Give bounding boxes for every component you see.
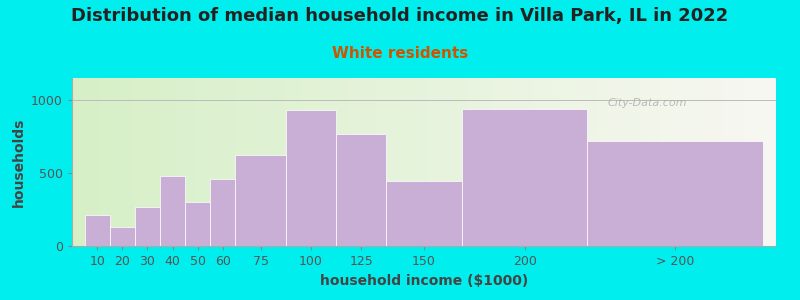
Bar	[336, 134, 386, 246]
Y-axis label: households: households	[11, 117, 26, 207]
Text: Distribution of median household income in Villa Park, IL in 2022: Distribution of median household income …	[71, 8, 729, 26]
Text: White residents: White residents	[332, 46, 468, 62]
Bar	[286, 110, 336, 246]
Bar	[235, 155, 286, 246]
Bar	[110, 227, 135, 246]
Bar	[160, 176, 185, 246]
Bar	[210, 179, 235, 246]
Bar	[85, 214, 110, 246]
Bar	[185, 202, 210, 246]
Bar	[135, 207, 160, 246]
Bar	[386, 181, 462, 246]
Text: City-Data.com: City-Data.com	[607, 98, 686, 108]
X-axis label: household income ($1000): household income ($1000)	[320, 274, 528, 288]
Bar	[587, 141, 763, 246]
Bar	[462, 109, 587, 246]
